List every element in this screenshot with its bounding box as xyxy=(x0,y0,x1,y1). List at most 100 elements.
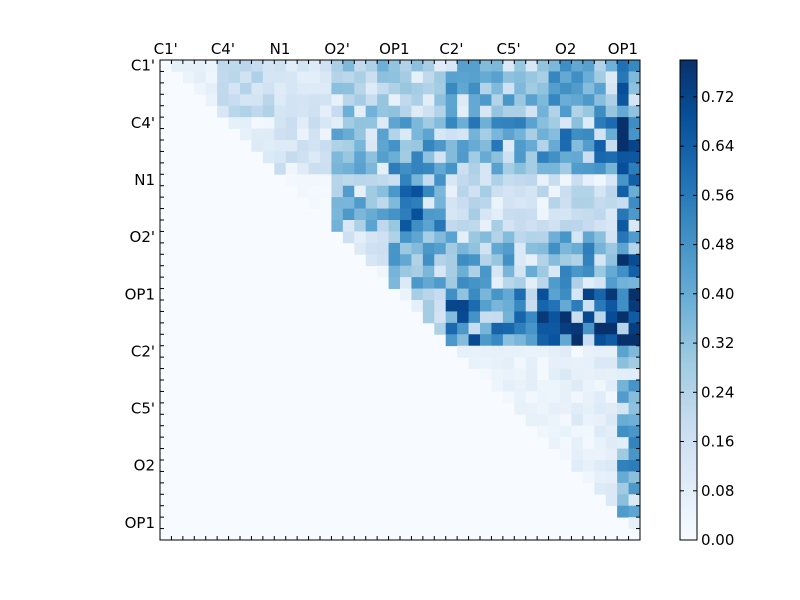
heatmap-cell xyxy=(502,220,515,232)
heatmap-cell xyxy=(617,242,629,255)
heatmap-cell xyxy=(400,140,412,152)
heatmap-cell xyxy=(537,174,549,187)
heatmap-cell xyxy=(251,71,264,84)
heatmap-cell xyxy=(605,265,618,278)
heatmap-cell xyxy=(285,94,298,107)
heatmap-cell xyxy=(548,345,561,358)
heatmap-cell xyxy=(537,391,549,404)
heatmap-cell xyxy=(582,174,595,187)
heatmap-cell xyxy=(468,311,481,324)
heatmap-cell xyxy=(582,414,595,427)
heatmap-cell xyxy=(411,265,424,278)
heatmap-cell xyxy=(445,208,458,221)
heatmap-cell xyxy=(502,288,515,301)
heatmap-cell xyxy=(582,94,595,107)
heatmap-cell xyxy=(457,117,469,129)
x-tick-label: C5' xyxy=(497,40,521,58)
heatmap-cell xyxy=(617,288,629,301)
heatmap-cell xyxy=(548,277,561,289)
heatmap-cell xyxy=(628,277,641,289)
heatmap-cell xyxy=(537,197,549,209)
heatmap-cell xyxy=(571,277,584,289)
heatmap-cell xyxy=(422,140,435,152)
heatmap-cell xyxy=(571,117,584,129)
heatmap-cell xyxy=(594,414,607,427)
heatmap-cell xyxy=(525,357,538,369)
heatmap-cell xyxy=(457,82,469,95)
y-tick-label: OP1 xyxy=(125,285,155,303)
heatmap-cell xyxy=(297,71,309,84)
heatmap-cell xyxy=(331,140,344,152)
heatmap-cell xyxy=(297,105,309,118)
heatmap-cell xyxy=(491,220,504,232)
heatmap-cell xyxy=(571,402,584,415)
heatmap-cell xyxy=(560,277,572,289)
heatmap-cell xyxy=(274,71,287,84)
heatmap-cell xyxy=(582,391,595,404)
heatmap-cell xyxy=(628,117,641,129)
heatmap-cell xyxy=(525,391,538,404)
heatmap-cell xyxy=(594,334,607,347)
heatmap-cell xyxy=(605,162,618,175)
heatmap-cell xyxy=(525,277,538,289)
heatmap-cell xyxy=(445,277,458,289)
heatmap-cell xyxy=(354,208,367,221)
heatmap-cell xyxy=(594,140,607,152)
heatmap-cell xyxy=(537,71,549,84)
heatmap-cell xyxy=(525,368,538,381)
heatmap-cell xyxy=(308,71,321,84)
heatmap-cell xyxy=(422,174,435,187)
heatmap-cell xyxy=(308,174,321,187)
heatmap-cell xyxy=(560,94,572,107)
heatmap-cell xyxy=(514,380,527,392)
heatmap-cell xyxy=(594,162,607,175)
x-tick-labels: C1' C4' N1 O2' OP1 C2' C5' O2 OP1 xyxy=(154,40,638,58)
heatmap-cell xyxy=(377,265,389,278)
heatmap-cell xyxy=(617,300,629,312)
heatmap-cell xyxy=(308,60,321,72)
heatmap-cell xyxy=(537,322,549,335)
heatmap-cell xyxy=(628,425,641,438)
heatmap-cell xyxy=(320,82,332,95)
heatmap-cell xyxy=(548,265,561,278)
heatmap-cell xyxy=(537,117,549,129)
heatmap-cell xyxy=(320,174,332,187)
heatmap-cell xyxy=(377,94,389,107)
heatmap-cell xyxy=(571,334,584,347)
heatmap-cell xyxy=(411,254,424,267)
heatmap-cell xyxy=(514,277,527,289)
heatmap-cell xyxy=(491,322,504,335)
heatmap-cell xyxy=(502,151,515,164)
heatmap-cell xyxy=(434,82,447,95)
heatmap-cell xyxy=(514,391,527,404)
heatmap-cell xyxy=(342,220,355,232)
heatmap-cell xyxy=(571,265,584,278)
heatmap-cell xyxy=(582,322,595,335)
x-tick-label: OP1 xyxy=(379,40,409,58)
heatmap-cell xyxy=(594,471,607,484)
heatmap-cell xyxy=(400,174,412,187)
heatmap-cell xyxy=(617,402,629,415)
heatmap-cell xyxy=(537,425,549,438)
heatmap-cell xyxy=(537,140,549,152)
heatmap-cells xyxy=(160,60,641,540)
heatmap-cell xyxy=(468,220,481,232)
heatmap-cell xyxy=(297,162,309,175)
heatmap-cell xyxy=(605,140,618,152)
heatmap-cell xyxy=(400,60,412,72)
heatmap-cell xyxy=(617,105,629,118)
colorbar-tick-label: 0.40 xyxy=(701,285,734,303)
heatmap-cell xyxy=(537,277,549,289)
heatmap-cell xyxy=(548,288,561,301)
heatmap-cell xyxy=(365,254,378,267)
x-tick-label: O2 xyxy=(555,40,576,58)
heatmap-cell xyxy=(582,117,595,129)
heatmap-cell xyxy=(400,185,412,198)
heatmap-cell xyxy=(457,185,469,198)
heatmap-cell xyxy=(502,368,515,381)
heatmap-cell xyxy=(560,208,572,221)
heatmap-cell xyxy=(605,460,618,472)
heatmap-cell xyxy=(422,162,435,175)
heatmap-cell xyxy=(411,117,424,129)
